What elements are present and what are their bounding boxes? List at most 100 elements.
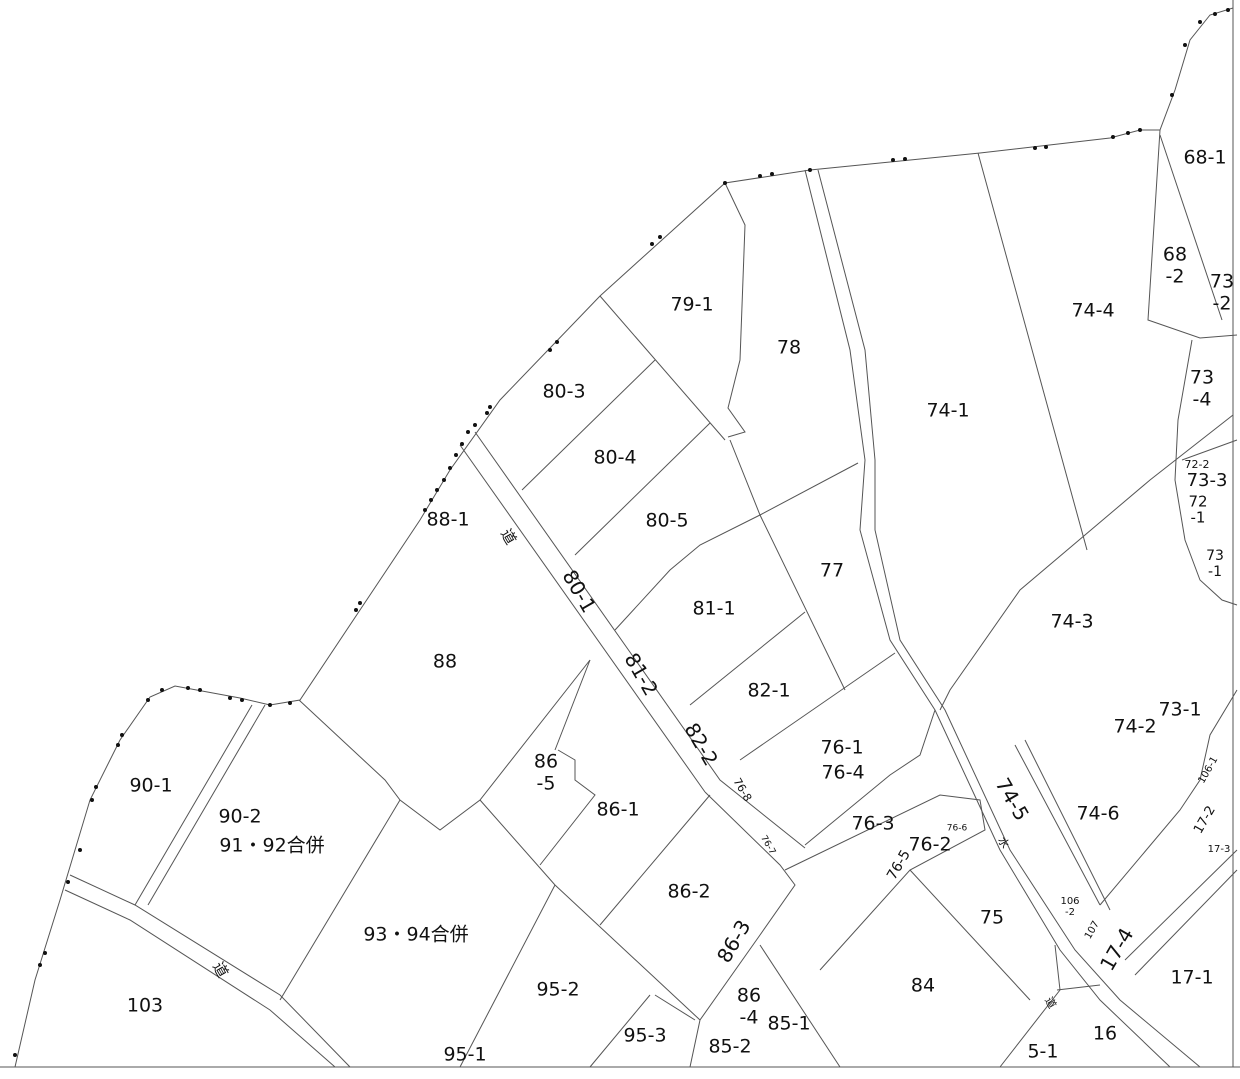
- boundary-line: [689, 791, 796, 1068]
- parcel-label: 95-3: [623, 1025, 666, 1047]
- boundary-line: [1124, 849, 1238, 961]
- parcel-label: -2: [1166, 266, 1185, 288]
- boundary-marker: [1044, 145, 1048, 149]
- parcel-label: 91・92合併: [219, 835, 324, 857]
- boundary-marker: [808, 168, 812, 172]
- boundary-line: [599, 794, 711, 926]
- boundary-line: [474, 431, 806, 849]
- boundary-line: [1134, 869, 1238, 976]
- boundary-marker: [120, 733, 124, 737]
- boundary-marker: [488, 405, 492, 409]
- parcel-label: 72: [1188, 493, 1207, 511]
- boundary-marker: [723, 181, 727, 185]
- boundary-marker: [548, 348, 552, 352]
- boundary-marker: [485, 411, 489, 415]
- parcel-label: 74-2: [1113, 716, 1156, 738]
- parcel-label: 106: [1060, 896, 1079, 907]
- parcel-label: -5: [537, 773, 556, 795]
- parcel-label: 79-1: [670, 294, 713, 316]
- parcel-label: 68-1: [1183, 147, 1226, 169]
- boundary-marker: [13, 1053, 17, 1057]
- parcel-label: 86-2: [667, 881, 710, 903]
- parcel-label: -4: [740, 1007, 759, 1029]
- boundary-marker: [228, 696, 232, 700]
- boundary-line: [521, 359, 656, 491]
- parcel-label: 16: [1093, 1023, 1117, 1045]
- boundary-marker: [94, 785, 98, 789]
- boundary-marker: [354, 608, 358, 612]
- boundary-marker: [435, 488, 439, 492]
- parcel-label: 95-1: [443, 1044, 486, 1066]
- boundary-marker: [160, 688, 164, 692]
- parcel-label: 68: [1163, 244, 1187, 266]
- boundary-marker: [38, 963, 42, 967]
- boundary-line: [69, 874, 351, 1068]
- boundary-line: [298, 659, 591, 831]
- boundary-line: [784, 794, 986, 971]
- parcel-label: 86: [534, 751, 558, 773]
- boundary-marker: [1138, 128, 1142, 132]
- boundary-marker: [116, 743, 120, 747]
- parcel-label: 88-1: [426, 509, 469, 531]
- boundary-line: [574, 422, 711, 556]
- boundary-marker: [358, 601, 362, 605]
- parcel-label: 80-4: [593, 447, 636, 469]
- boundary-marker: [466, 430, 470, 434]
- parcel-label: 73: [1190, 367, 1214, 389]
- parcel-label: 81-1: [692, 598, 735, 620]
- boundary-marker: [1111, 135, 1115, 139]
- parcel-label: 76-2: [908, 834, 951, 856]
- boundary-marker: [146, 698, 150, 702]
- boundary-marker: [240, 698, 244, 702]
- parcel-label: -2: [1065, 907, 1075, 918]
- boundary-marker: [758, 174, 762, 178]
- boundary-line: [804, 169, 1171, 1068]
- parcel-label: 88: [433, 651, 457, 673]
- parcel-label: 84: [911, 975, 935, 997]
- boundary-line: [147, 704, 266, 906]
- boundary-marker: [473, 423, 477, 427]
- boundary-line: [1024, 739, 1111, 911]
- parcel-label: 86-1: [596, 799, 639, 821]
- boundary-marker: [1033, 146, 1037, 150]
- boundary-line: [599, 295, 726, 441]
- boundary-line: [1056, 984, 1101, 991]
- boundary-line: [1147, 129, 1238, 339]
- parcel-label: 80-5: [645, 510, 688, 532]
- boundary-line: [977, 152, 1088, 551]
- boundary-marker: [460, 442, 464, 446]
- boundary-marker: [1213, 12, 1217, 16]
- boundary-marker: [1126, 131, 1130, 135]
- parcel-label: 74-4: [1071, 300, 1114, 322]
- boundary-line: [1181, 439, 1238, 461]
- parcel-label: 90-2: [218, 806, 261, 828]
- boundary-marker: [429, 498, 433, 502]
- boundary-line: [459, 884, 556, 1068]
- boundary-line: [134, 704, 253, 906]
- boundary-line: [739, 652, 896, 761]
- boundary-marker: [1226, 8, 1230, 12]
- boundary-marker: [1183, 43, 1187, 47]
- boundary-line: [689, 611, 806, 706]
- parcel-label: 85-2: [708, 1036, 751, 1058]
- parcel-label: 86: [737, 985, 761, 1007]
- parcel-label: 95-2: [536, 979, 579, 1001]
- boundary-line: [999, 944, 1061, 1068]
- boundary-line: [614, 514, 761, 631]
- parcel-label: 103: [127, 995, 163, 1017]
- boundary-marker: [650, 242, 654, 246]
- boundary-line: [1159, 134, 1223, 321]
- parcel-label: -1: [1191, 509, 1206, 527]
- boundary-line: [539, 749, 596, 866]
- boundary-marker: [198, 688, 202, 692]
- parcel-label: 72-2: [1185, 458, 1210, 471]
- boundary-marker: [43, 951, 47, 955]
- parcel-label: 93・94合併: [363, 924, 468, 946]
- parcel-label: 73: [1206, 548, 1224, 564]
- boundary-line: [459, 444, 706, 793]
- boundary-marker: [423, 508, 427, 512]
- boundary-marker: [658, 235, 662, 239]
